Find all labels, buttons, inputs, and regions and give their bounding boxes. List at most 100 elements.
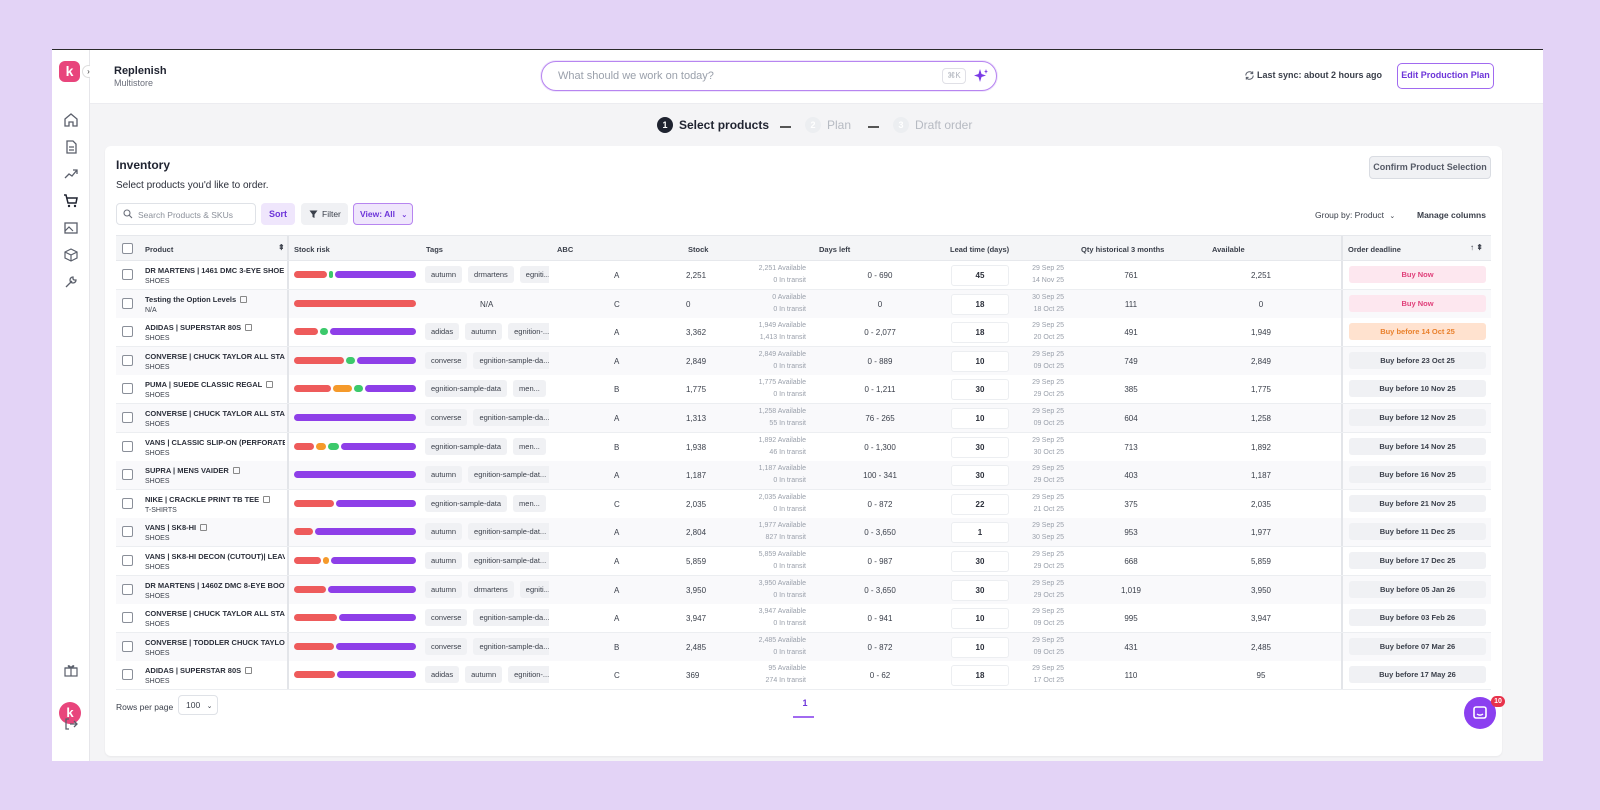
order-deadline-badge[interactable]: Buy before 17 May 26: [1349, 666, 1486, 684]
product-name[interactable]: PUMA | SUEDE CLASSIC REGAL: [145, 380, 285, 389]
tag[interactable]: adidas: [425, 323, 460, 341]
order-deadline-badge[interactable]: Buy before 14 Nov 25: [1349, 437, 1486, 455]
filter-button[interactable]: Filter: [301, 203, 348, 225]
order-deadline-badge[interactable]: Buy before 14 Oct 25: [1349, 323, 1486, 341]
tag[interactable]: egniti...: [519, 580, 549, 598]
copy-icon[interactable]: [263, 495, 271, 503]
row-checkbox[interactable]: [122, 640, 133, 652]
copy-icon[interactable]: [240, 295, 248, 303]
tag[interactable]: egnition-sample-da...: [473, 351, 549, 369]
step-plan[interactable]: 2 Plan: [805, 117, 851, 133]
tag[interactable]: autumn: [465, 323, 503, 341]
table-row[interactable]: CONVERSE | CHUCK TAYLOR ALL STAR II SHOES…: [116, 404, 1491, 433]
cart-icon[interactable]: [63, 193, 79, 209]
ai-search-input[interactable]: What should we work on today? ⌘K: [541, 61, 997, 91]
column-header-stock-risk[interactable]: Stock risk: [294, 245, 330, 254]
tag[interactable]: drmartens: [468, 266, 514, 283]
document-icon[interactable]: [63, 139, 79, 155]
row-checkbox[interactable]: [122, 440, 133, 452]
product-name[interactable]: CONVERSE | CHUCK TAYLOR ALL STAR LO: [145, 609, 285, 618]
lead-time-input[interactable]: 30: [951, 579, 1009, 601]
table-row[interactable]: VANS | CLASSIC SLIP-ON (PERFORATED S SHOE…: [116, 432, 1491, 462]
column-header-lead-time[interactable]: Lead time (days): [950, 245, 1010, 254]
tag[interactable]: egniti...: [519, 266, 549, 283]
sort-asc-icon[interactable]: ↑ ⇞: [1470, 243, 1483, 252]
order-deadline-badge[interactable]: Buy before 07 Mar 26: [1349, 637, 1486, 655]
product-name[interactable]: ADIDAS | SUPERSTAR 80S: [145, 666, 285, 675]
gift-icon[interactable]: [63, 662, 79, 678]
tag[interactable]: converse: [425, 637, 468, 655]
pin-icon[interactable]: ⇞: [278, 243, 285, 252]
row-checkbox[interactable]: [122, 583, 133, 595]
tag[interactable]: egnition-...: [508, 323, 549, 341]
table-row[interactable]: ADIDAS | SUPERSTAR 80S SHOES adidas autumn e…: [116, 661, 1491, 691]
copy-icon[interactable]: [245, 324, 253, 332]
product-name[interactable]: VANS | CLASSIC SLIP-ON (PERFORATED S: [145, 438, 285, 447]
view-select[interactable]: View: All ⌄: [353, 203, 413, 225]
lead-time-input[interactable]: 10: [951, 408, 1009, 429]
lead-time-input[interactable]: 30: [951, 465, 1009, 487]
sync-icon[interactable]: [1244, 70, 1255, 81]
column-header-tags[interactable]: Tags: [426, 245, 443, 254]
tag[interactable]: men...: [513, 494, 546, 512]
column-header-stock[interactable]: Stock: [688, 245, 709, 254]
tools-icon[interactable]: [63, 274, 79, 290]
image-icon[interactable]: [63, 220, 79, 236]
table-row[interactable]: PUMA | SUEDE CLASSIC REGAL SHOES egnition-…: [116, 375, 1491, 405]
column-header-available[interactable]: Available: [1212, 245, 1245, 254]
row-checkbox[interactable]: [122, 469, 133, 481]
table-row[interactable]: ADIDAS | SUPERSTAR 80S SHOES adidas autumn e…: [116, 318, 1491, 348]
row-checkbox[interactable]: [122, 326, 133, 338]
row-checkbox[interactable]: [122, 269, 133, 280]
tag[interactable]: egnition-sample-dat...: [468, 466, 549, 484]
tag[interactable]: autumn: [425, 552, 463, 569]
order-deadline-badge[interactable]: Buy before 16 Nov 25: [1349, 466, 1486, 484]
tag[interactable]: egnition-...: [508, 666, 549, 684]
column-header-days-left[interactable]: Days left: [819, 245, 851, 254]
tag[interactable]: egnition-sample-dat...: [468, 552, 549, 569]
chat-launcher-button[interactable]: [1464, 697, 1496, 729]
table-row[interactable]: DR MARTENS | 1460Z DMC 8-EYE BOOT | SHOES…: [116, 575, 1491, 605]
tag[interactable]: men...: [513, 380, 546, 398]
row-checkbox[interactable]: [122, 612, 133, 624]
table-row[interactable]: NIKE | CRACKLE PRINT TB TEE T-SHIRTS egnit…: [116, 489, 1491, 519]
lead-time-input[interactable]: 18: [951, 322, 1009, 344]
group-by-select[interactable]: Group by: Product ⌄: [1315, 210, 1395, 220]
step-draft-order[interactable]: 3 Draft order: [893, 117, 972, 133]
product-name[interactable]: DR MARTENS | 1461 DMC 3-EYE SHOE | B: [145, 266, 285, 275]
row-checkbox[interactable]: [122, 497, 133, 509]
lead-time-input[interactable]: 18: [951, 293, 1009, 315]
lead-time-input[interactable]: 18: [951, 665, 1009, 687]
product-name[interactable]: SUPRA | MENS VAIDER: [145, 466, 285, 475]
order-deadline-badge[interactable]: Buy Now: [1349, 266, 1486, 283]
copy-icon[interactable]: [266, 381, 274, 389]
box-icon[interactable]: [63, 247, 79, 263]
table-row[interactable]: CONVERSE | CHUCK TAYLOR ALL STAR LO SHOES…: [116, 604, 1491, 634]
product-name[interactable]: CONVERSE | CHUCK TAYLOR ALL STAR II: [145, 352, 285, 361]
lead-time-input[interactable]: 30: [951, 436, 1009, 458]
table-row[interactable]: DR MARTENS | 1461 DMC 3-EYE SHOE | B SHOE…: [116, 261, 1491, 290]
order-deadline-badge[interactable]: Buy before 11 Dec 25: [1349, 523, 1486, 541]
order-deadline-badge[interactable]: Buy before 17 Dec 25: [1349, 552, 1486, 569]
trending-icon[interactable]: [63, 166, 79, 182]
tag[interactable]: autumn: [465, 666, 503, 684]
lead-time-input[interactable]: 1: [951, 522, 1009, 544]
tag[interactable]: men...: [513, 437, 546, 455]
row-checkbox[interactable]: [122, 555, 133, 566]
home-icon[interactable]: [63, 112, 79, 128]
lead-time-input[interactable]: 22: [951, 493, 1009, 515]
lead-time-input[interactable]: 10: [951, 350, 1009, 372]
tag[interactable]: adidas: [425, 666, 460, 684]
order-deadline-badge[interactable]: Buy Now: [1349, 294, 1486, 312]
column-header-abc[interactable]: ABC: [557, 245, 574, 254]
lead-time-input[interactable]: 10: [951, 636, 1009, 658]
table-row[interactable]: CONVERSE | CHUCK TAYLOR ALL STAR II SHOES…: [116, 346, 1491, 376]
product-name[interactable]: NIKE | CRACKLE PRINT TB TEE: [145, 495, 285, 504]
edit-production-plan-button[interactable]: Edit Production Plan: [1397, 63, 1494, 89]
tag[interactable]: egnition-sample-data: [425, 494, 508, 512]
logout-icon[interactable]: [63, 716, 79, 732]
order-deadline-badge[interactable]: Buy before 21 Nov 25: [1349, 494, 1486, 512]
table-row[interactable]: VANS | SK8-HI DECON (CUTOUT)| LEAVES SHOE…: [116, 547, 1491, 576]
copy-icon[interactable]: [232, 467, 240, 475]
product-search-input[interactable]: Search Products & SKUs: [116, 203, 256, 225]
